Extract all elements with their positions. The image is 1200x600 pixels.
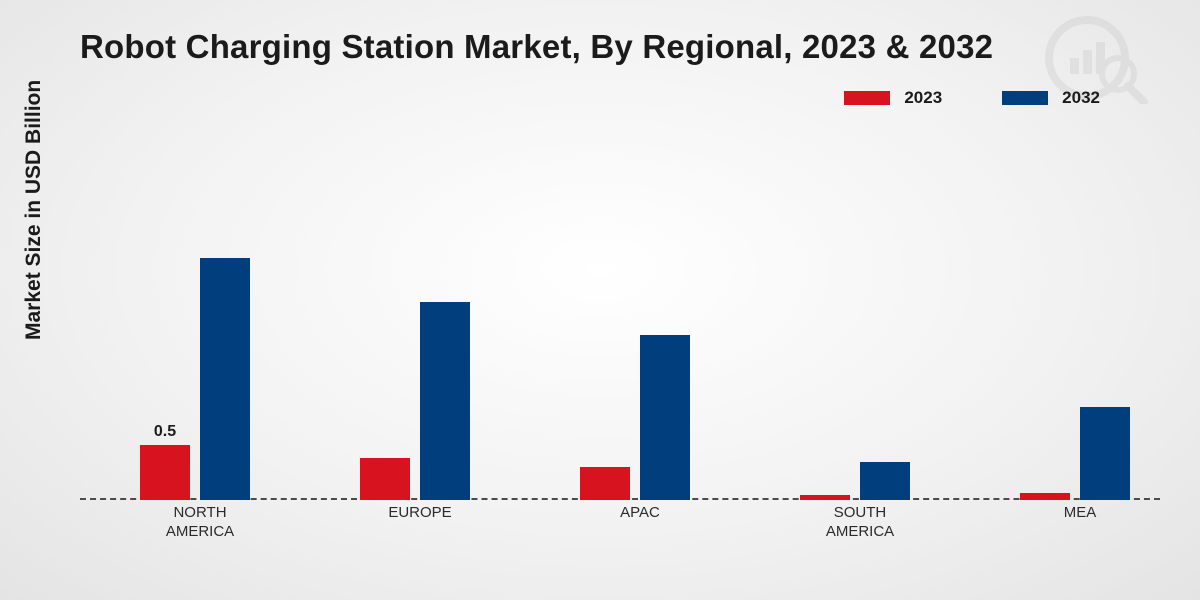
plot-area: 0.5 [80,140,1160,500]
x-label-north-america: NORTH AMERICA [120,504,280,542]
bar-2032-south-america [860,462,910,501]
bar-2023-mea [1020,493,1070,500]
bar-label-2023-north-america: 0.5 [154,423,176,441]
bar-2032-north-america [200,258,250,500]
bar-2032-mea [1080,407,1130,501]
x-label-apac: APAC [560,504,720,523]
legend-item-2032: 2032 [1002,88,1100,108]
chart-title: Robot Charging Station Market, By Region… [80,28,993,66]
x-axis-labels: NORTH AMERICA EUROPE APAC SOUTH AMERICA … [80,504,1160,564]
legend-label-2023: 2023 [904,88,942,108]
bar-2023-europe [360,458,410,500]
legend-swatch-2032 [1002,91,1048,105]
bar-2032-europe [420,302,470,500]
legend-item-2023: 2023 [844,88,942,108]
bar-2023-north-america: 0.5 [140,445,190,500]
x-label-south-america: SOUTH AMERICA [780,504,940,542]
legend-label-2032: 2032 [1062,88,1100,108]
bar-2032-apac [640,335,690,500]
x-label-europe: EUROPE [340,504,500,523]
bar-2023-south-america [800,495,850,501]
x-label-mea: MEA [1000,504,1160,523]
bar-2023-apac [580,467,630,500]
chart-canvas: Robot Charging Station Market, By Region… [0,0,1200,600]
legend: 2023 2032 [844,88,1100,108]
y-axis-label: Market Size in USD Billion [22,80,46,340]
legend-swatch-2023 [844,91,890,105]
